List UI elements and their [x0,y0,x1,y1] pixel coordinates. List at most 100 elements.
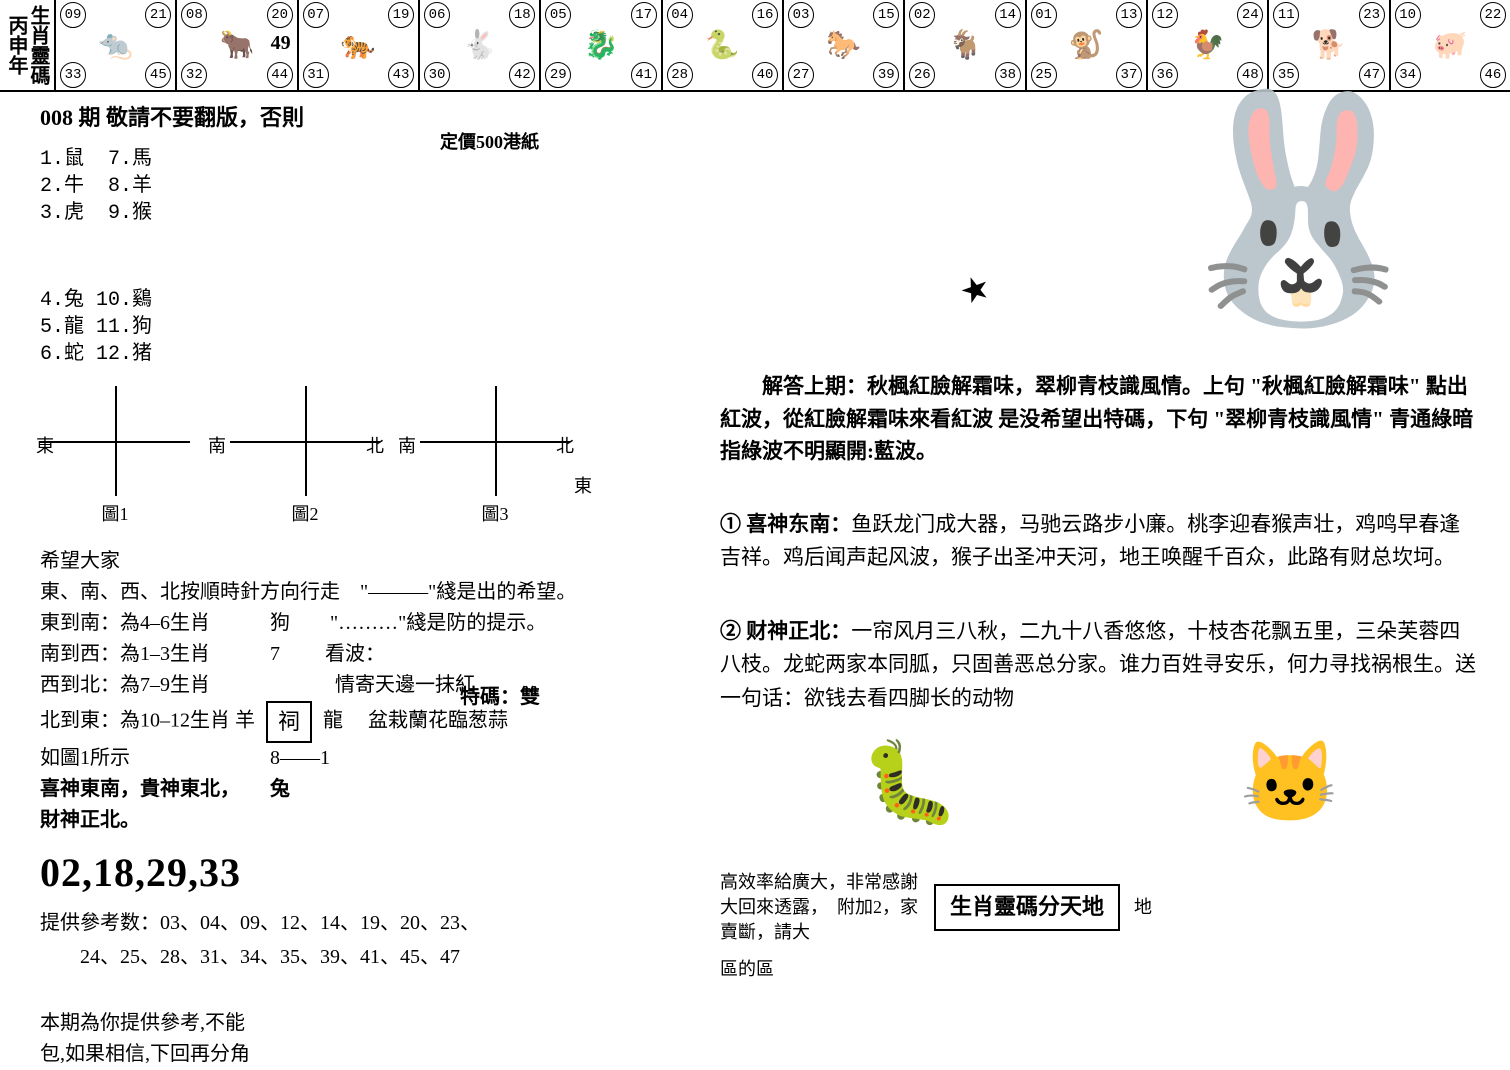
zodiac-number: 38 [995,62,1021,88]
zodiac-number: 05 [545,2,571,28]
zodiac-cell: 10 22 34 46 🐖 [1391,0,1510,90]
zodiac-strip: 生肖靈碼 丙申年 09213345🐀08203244🐂4907193143🐅06… [0,0,1510,92]
zodiac-number: 20 [267,2,293,28]
tema-label: 特碼：雙 [460,680,540,709]
zodiac-animal-icon: 🐂 [220,28,255,62]
rules-line: 如圖1所示 8——1 [40,743,700,774]
right-column: 🐰 ★ 解答上期：秋楓紅臉解霜味，翠柳青枝識風情。上句 "秋楓紅臉解霜味" 點出… [720,100,1480,981]
footer-line: 包,如果相信,下回再分角 [40,1039,700,1070]
zodiac-big-number: 49 [271,32,291,55]
rules-line: 西到北：為7–9生肖 情寄天邊一抹紅 [40,670,700,701]
issue-line: 008 期 敬請不要翻版，否則 [40,100,700,132]
zodiac-list-row: 1.鼠 7.馬 [40,146,700,173]
zodiac-animal-icon: 🐕 [1312,28,1347,62]
big-numbers: 02,18,29,33 [40,842,700,904]
zodiac-cell: 05172941🐉 [541,0,662,90]
zodiac-number: 26 [909,62,935,88]
zodiac-number: 11 [1273,2,1299,28]
zodiac-number: 01 [1031,2,1057,28]
zodiac-number: 32 [181,62,207,88]
dir-east: 東 [36,432,54,458]
zodiac-cell: 06183042🐇 [420,0,541,90]
zodiac-number: 43 [388,62,414,88]
bottom-after: 地 [1134,895,1152,920]
zodiac-cell: 03152739🐎 [784,0,905,90]
zodiac-number: 04 [667,2,693,28]
zodiac-number: 17 [631,2,657,28]
diagram-caption: 圖3 [420,500,570,526]
bottom-box: 生肖靈碼分天地 [934,884,1120,931]
diagram-3: 北 南 東 圖3 [420,386,570,526]
zodiac-number: 13 [1116,2,1142,28]
zodiac-list-row: 5.龍 11.狗 [40,314,700,341]
zodiac-number: 09 [60,2,86,28]
zodiac-number: 23 [1359,2,1385,28]
dir-south: 南 [398,432,416,458]
zodiac-number: 10 [1395,2,1421,28]
zodiac-cell: 01 13 25 37 🐒 [1027,0,1148,90]
footer-left: 本期為你提供參考,不能 包,如果相信,下回再分角 [40,1008,700,1070]
dir-east: 東 [574,472,592,498]
paragraph-1: ① 喜神东南：鱼跃龙门成大器，马驰云路步小廉。桃李迎春猴声壮，鸡鸣早春逢吉祥。鸡… [720,508,1480,575]
zodiac-number: 44 [267,62,293,88]
zodiac-number: 35 [1273,62,1299,88]
zodiac-number: 40 [752,62,778,88]
diagram-1: 東 圖1 [40,386,190,526]
zodiac-list-row: 4.兔 10.鷄 [40,287,700,314]
zodiac-cell: 04162840🐍 [663,0,784,90]
zodiac-list-row: 6.蛇 12.猪 [40,341,700,368]
zodiac-animal-icon: 🐖 [1433,28,1468,62]
zodiac-list: 1.鼠 7.馬 2.牛 8.羊 3.虎 9.猴 4.兔 10.鷄 5.龍 11.… [40,146,700,368]
zodiac-animal-icon: 🐀 [98,28,133,62]
zodiac-number: 24 [1237,2,1263,28]
zodiac-number: 21 [145,2,171,28]
zodiac-number: 03 [788,2,814,28]
zodiac-number: 28 [667,62,693,88]
rules-line: 財神正北。 [40,805,700,836]
zodiac-number: 27 [788,62,814,88]
rules-block: 希望大家 東、南、西、北按順時針方向行走 "———"綫是出的希望。 東到南：為4… [40,546,700,972]
zodiac-animal-icon: 🐅 [341,28,376,62]
bottom-tail: 區的區 [720,955,1480,981]
zodiac-number: 37 [1116,62,1142,88]
zodiac-list-row: 2.牛 8.羊 [40,173,700,200]
star-stamp-icon: ★ [954,266,996,314]
zodiac-animal-icon: 🐒 [1069,28,1104,62]
rules-line: 北到東：為10–12生肖 羊 祠 龍 盆栽蘭花臨葱蒜 [40,701,700,743]
price-line: 定價500港紙 [440,128,539,154]
para2-lead: ② 财神正北： [720,619,851,643]
zodiac-cell: 11 23 35 47 🐕 [1269,0,1390,90]
zodiac-number: 42 [509,62,535,88]
diagram-2: 北 南 圖2 [230,386,380,526]
zodiac-cell: 08203244🐂49 [177,0,298,90]
zodiac-number: 07 [303,2,329,28]
zodiac-number: 15 [873,2,899,28]
zodiac-number: 34 [1395,62,1421,88]
rules-line: 喜神東南，貴神東北， 兔 [40,774,700,805]
zodiac-cell: 07193143🐅 [299,0,420,90]
left-column: 008 期 敬請不要翻版，否則 定價500港紙 1.鼠 7.馬 2.牛 8.羊 … [40,100,700,1070]
animals-art: 🐛 🐱 [720,736,1480,830]
caterpillar-icon: 🐛 [860,736,960,830]
zodiac-animal-icon: 🐐 [948,28,983,62]
zodiac-number: 29 [545,62,571,88]
zodiac-number: 25 [1031,62,1057,88]
diagram-caption: 圖1 [40,500,190,526]
diagram-row: 東 圖1 北 南 圖2 北 南 東 圖3 [40,386,700,526]
zodiac-number: 06 [424,2,450,28]
zodiac-number: 45 [145,62,171,88]
rules-line: 東、南、西、北按順時針方向行走 "———"綫是出的希望。 [40,577,700,608]
zodiac-cell: 12243648🐓 [1148,0,1269,90]
zodiac-number: 46 [1480,62,1506,88]
zodiac-animal-icon: 🐇 [462,28,497,62]
center-box: 祠 [266,701,312,743]
zodiac-number: 33 [60,62,86,88]
zodiac-cell: 09 21 33 45 🐀 [56,0,177,90]
zodiac-number: 47 [1359,62,1385,88]
reference-numbers: 提供參考数：03、04、09、12、14、19、20、23、 [40,908,700,938]
para1-lead: ① 喜神东南： [720,512,851,536]
zodiac-number: 22 [1480,2,1506,28]
strip-label: 生肖靈碼 丙申年 [0,0,56,90]
rabbit-art-icon: 🐰 [1150,100,1450,360]
footer-line: 本期為你提供參考,不能 [40,1008,700,1039]
